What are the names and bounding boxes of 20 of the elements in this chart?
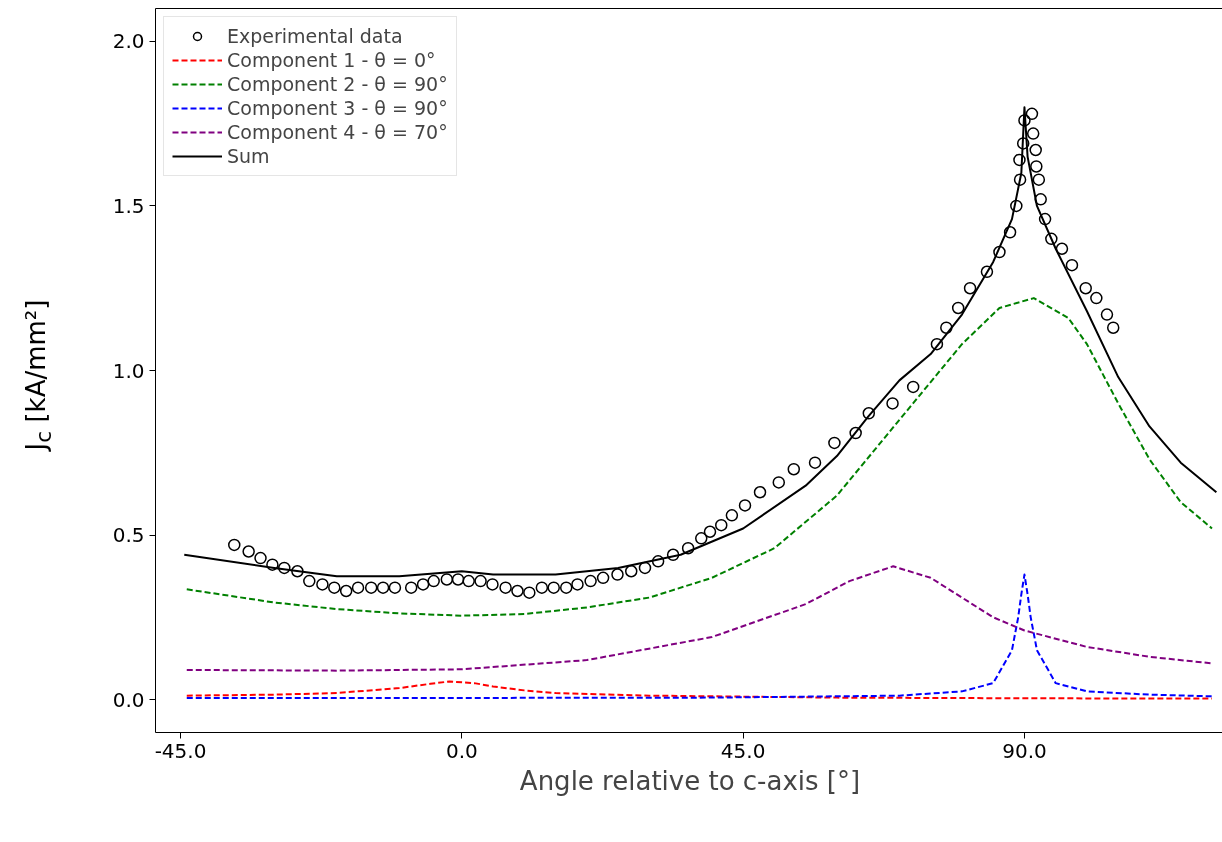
- legend-label: Component 3 - θ = 90°: [227, 97, 448, 119]
- legend-label: Component 1 - θ = 0°: [227, 49, 436, 71]
- x-tick-label: 45.0: [720, 738, 766, 763]
- legend-label: Sum: [227, 145, 270, 167]
- y-tick-label: 2.0: [112, 29, 145, 54]
- x-axis-title: Angle relative to c-axis [°]: [519, 765, 861, 796]
- line-series: [185, 297, 1213, 617]
- y-tick-label: 1.0: [112, 358, 145, 383]
- y-tick-label: 0.0: [112, 687, 145, 712]
- legend-label: Component 4 - θ = 70°: [227, 121, 448, 143]
- x-tick-label: -45.0: [154, 738, 207, 763]
- y-tick-label: 0.5: [112, 523, 145, 548]
- x-tick-label: 0.0: [445, 738, 478, 763]
- legend-label: Component 2 - θ = 90°: [227, 73, 448, 95]
- y-tick-label: 1.5: [112, 193, 145, 218]
- x-tick-label: 90.0: [1002, 738, 1047, 763]
- line-series: [185, 680, 1213, 700]
- legend-label: Experimental data: [227, 25, 403, 47]
- line-series: [185, 565, 1213, 672]
- line-series: [185, 573, 1213, 699]
